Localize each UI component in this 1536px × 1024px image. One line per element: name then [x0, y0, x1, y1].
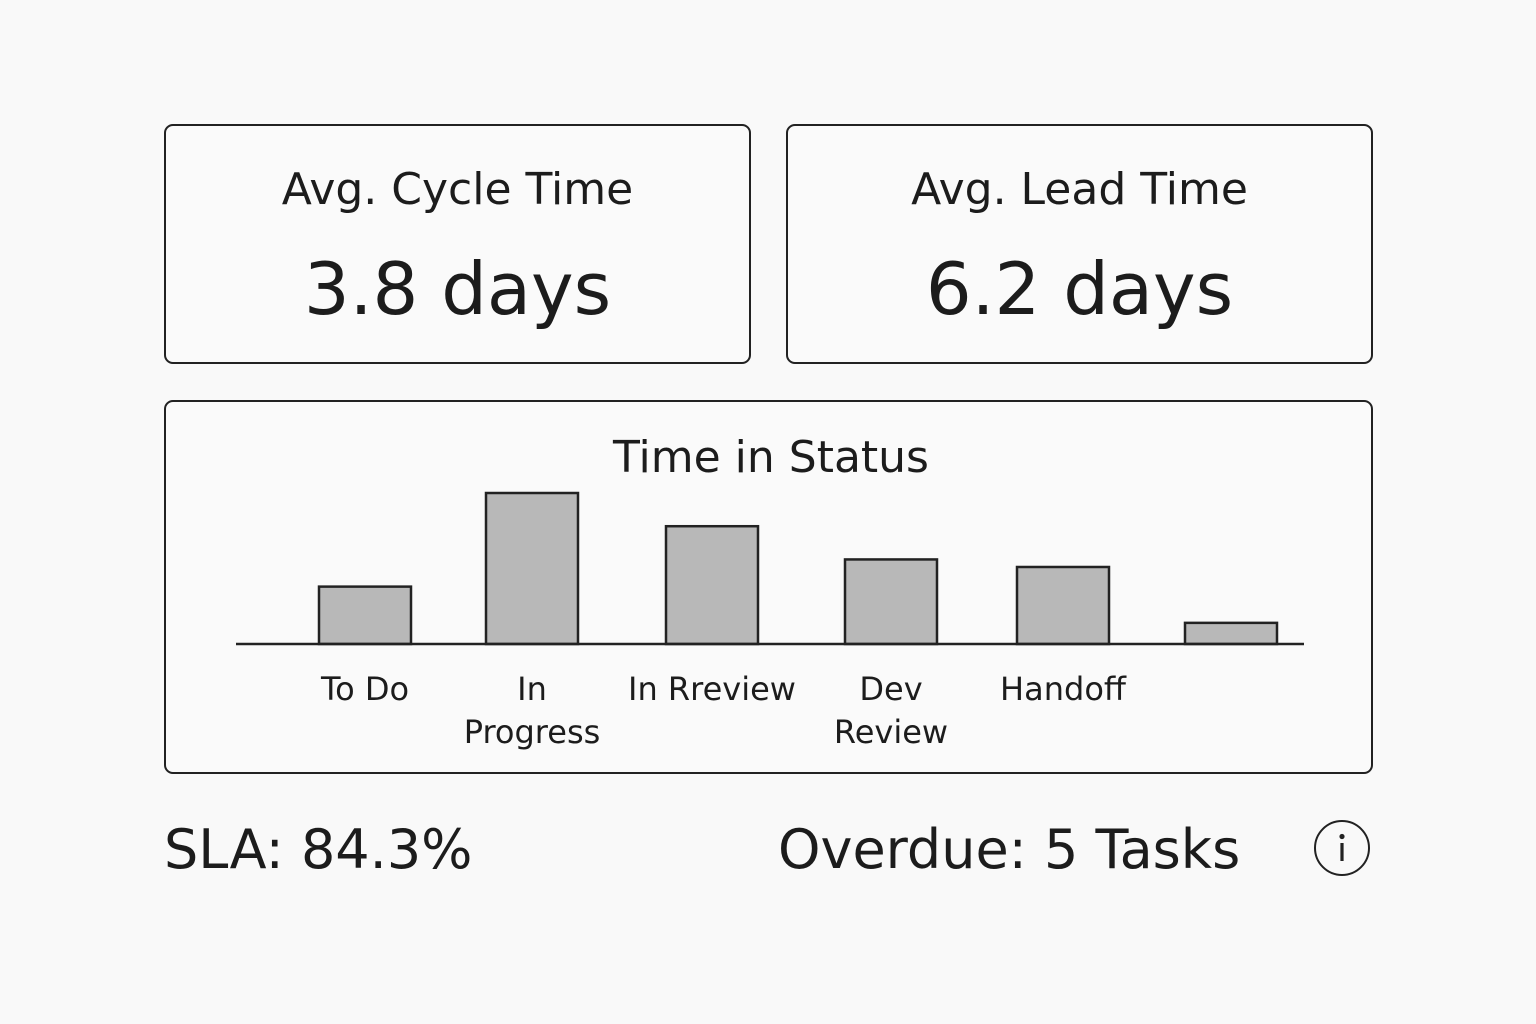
- cycle-time-value: 3.8 days: [303, 247, 612, 331]
- bar-3: [843, 558, 939, 646]
- lead-time-value: 6.2 days: [925, 247, 1234, 331]
- time-in-status-chart: Time in Status To Do In Progress In Rreview…: [236, 432, 1304, 751]
- x-tick-label-1-1: Progress: [464, 713, 601, 751]
- x-tick-label-3-0: Dev: [859, 670, 922, 708]
- info-button[interactable]: [1314, 820, 1370, 876]
- x-tick-label-2-0: In Rreview: [628, 670, 796, 708]
- cycle-time-label: Avg. Cycle Time: [281, 164, 634, 215]
- bar-1: [484, 491, 580, 646]
- x-tick-label-3-1: Review: [834, 713, 948, 751]
- bar-4: [1015, 565, 1111, 646]
- lead-time-label: Avg. Lead Time: [911, 164, 1248, 215]
- lead-time-card: Avg. Lead Time 6.2 days: [786, 124, 1373, 364]
- sla-status: SLA: 84.3%: [164, 818, 473, 881]
- x-tick-label-0-0: To Do: [320, 670, 409, 708]
- time-in-status-card: Time in Status To Do In Progress In Rreview…: [164, 400, 1373, 774]
- bar-2: [664, 524, 760, 646]
- cycle-time-card: Avg. Cycle Time 3.8 days: [164, 124, 751, 364]
- x-tick-label-1-0: In: [517, 670, 547, 708]
- info-icon: [1339, 833, 1345, 861]
- bar-5: [1183, 621, 1279, 646]
- chart-title: Time in Status: [612, 432, 929, 483]
- x-tick-label-4-0: Handoff: [1000, 670, 1127, 708]
- overdue-tasks: Overdue: 5 Tasks: [778, 818, 1241, 881]
- bar-0: [317, 585, 413, 646]
